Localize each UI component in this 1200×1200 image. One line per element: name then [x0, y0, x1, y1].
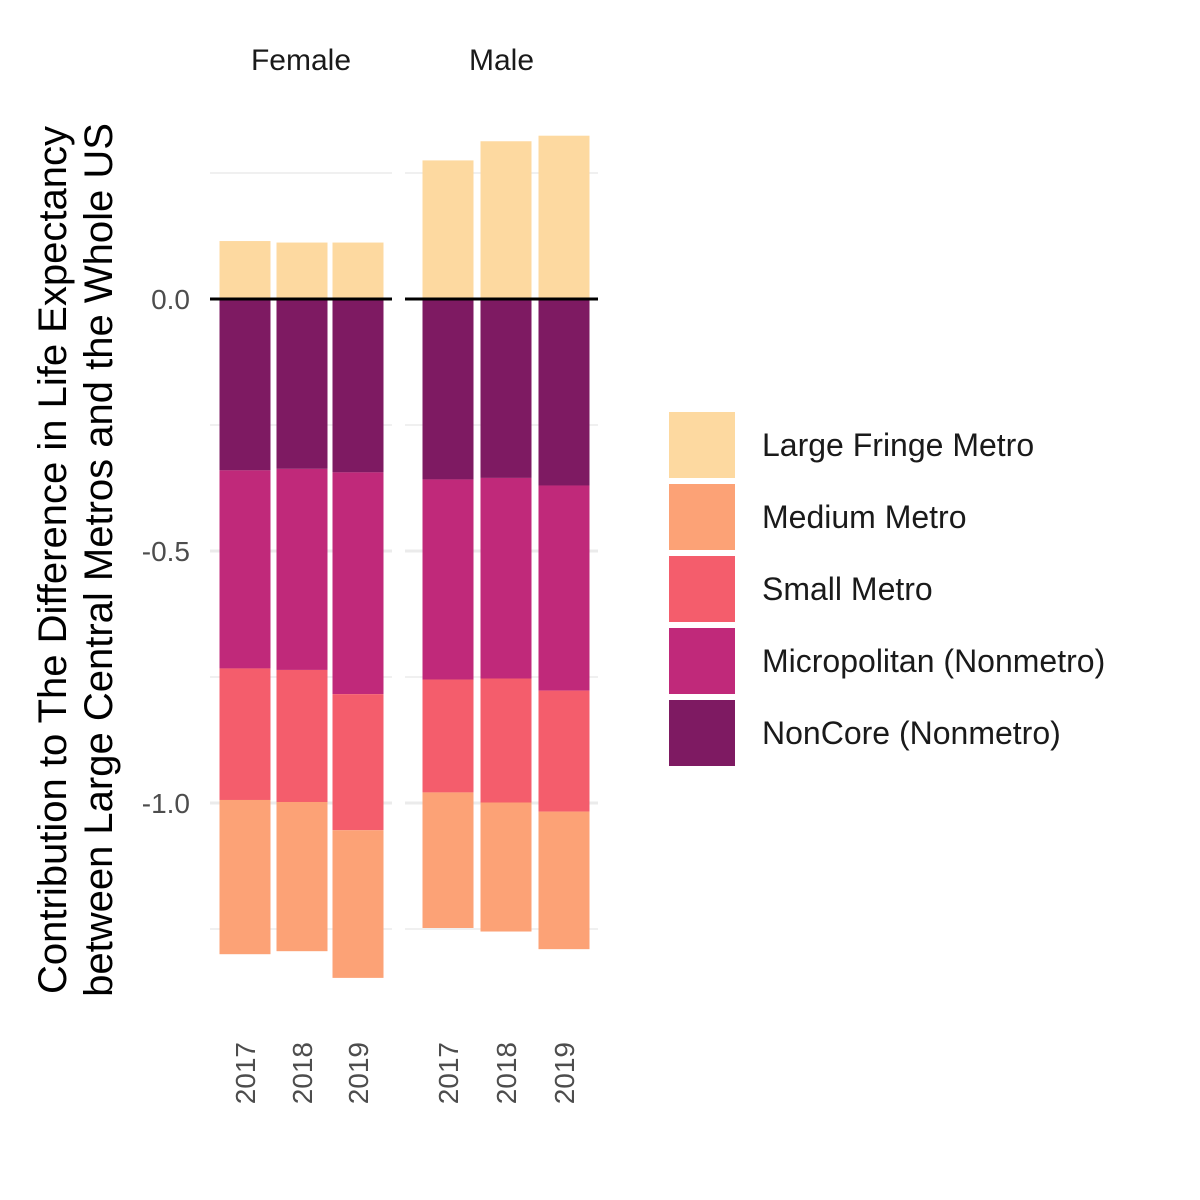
bar-male-2019-small-metro — [538, 690, 590, 812]
legend-key-noncore-nonmetro — [669, 700, 735, 766]
bars — [219, 135, 590, 978]
x-tick-label: 2019 — [549, 1042, 580, 1104]
bar-male-2019-medium-metro — [538, 811, 590, 950]
y-tick-label: -1.0 — [142, 788, 190, 819]
facet-label-male: Male — [469, 44, 534, 77]
y-tick-label: 0.0 — [151, 284, 190, 315]
bar-female-2017-large-fringe-metro — [219, 241, 271, 299]
x-tick-label: 2018 — [491, 1042, 522, 1104]
bar-female-2017-small-metro — [219, 668, 271, 800]
bar-female-2019-medium-metro — [332, 830, 384, 978]
legend-key-medium-metro — [669, 484, 735, 550]
bar-male-2018-large-fringe-metro — [480, 141, 532, 299]
bar-male-2017-large-fringe-metro — [422, 160, 474, 299]
legend-label: Medium Metro — [762, 499, 967, 535]
x-tick-label: 2017 — [433, 1042, 464, 1104]
y-axis-title-line-1: Contribution to The Difference in Life E… — [31, 126, 75, 994]
bar-male-2019-large-fringe-metro — [538, 135, 590, 299]
x-tick-label: 2019 — [343, 1042, 374, 1104]
legend-key-micropolitan-nonmetro — [669, 628, 735, 694]
x-tick-label: 2018 — [287, 1042, 318, 1104]
bar-female-2019-small-metro — [332, 694, 384, 831]
legend-key-large-fringe-metro — [669, 412, 735, 478]
bar-female-2017-medium-metro — [219, 799, 271, 955]
bar-female-2018-large-fringe-metro — [276, 242, 328, 299]
bar-female-2017-noncore-nonmetro — [219, 299, 271, 471]
legend-key-small-metro — [669, 556, 735, 622]
bar-male-2018-small-metro — [480, 678, 532, 803]
y-tick-label: -0.5 — [142, 536, 190, 567]
bar-female-2019-micropolitan-nonmetro — [332, 472, 384, 695]
labels: Female 2017 2018 2019 Male 2017 2018 2019 0.0 -0.… — [31, 44, 580, 1104]
bar-female-2018-noncore-nonmetro — [276, 299, 328, 469]
y-axis-title-line-2: between Large Central Metros and the Who… — [77, 123, 121, 997]
bar-male-2018-medium-metro — [480, 802, 532, 932]
facet-label-female: Female — [251, 44, 351, 77]
bar-male-2019-micropolitan-nonmetro — [538, 485, 590, 691]
bar-male-2019-noncore-nonmetro — [538, 299, 590, 486]
bar-male-2018-micropolitan-nonmetro — [480, 477, 532, 679]
bar-male-2018-noncore-nonmetro — [480, 299, 532, 478]
legend-label: Small Metro — [762, 571, 933, 607]
x-tick-label: 2017 — [230, 1042, 261, 1104]
bar-female-2019-noncore-nonmetro — [332, 299, 384, 473]
legend: Large Fringe Metro Medium Metro Small Metr… — [669, 412, 1105, 766]
legend-label: Large Fringe Metro — [762, 427, 1034, 463]
bar-male-2017-small-metro — [422, 679, 474, 793]
bar-male-2017-micropolitan-nonmetro — [422, 479, 474, 680]
legend-label: Micropolitan (Nonmetro) — [762, 643, 1105, 679]
legend-label: NonCore (Nonmetro) — [762, 715, 1061, 751]
bar-male-2017-noncore-nonmetro — [422, 299, 474, 480]
bar-female-2018-medium-metro — [276, 801, 328, 952]
bar-female-2018-micropolitan-nonmetro — [276, 468, 328, 670]
bar-female-2017-micropolitan-nonmetro — [219, 470, 271, 669]
bar-male-2017-medium-metro — [422, 792, 474, 928]
bar-female-2019-large-fringe-metro — [332, 242, 384, 299]
bar-female-2018-small-metro — [276, 669, 328, 802]
